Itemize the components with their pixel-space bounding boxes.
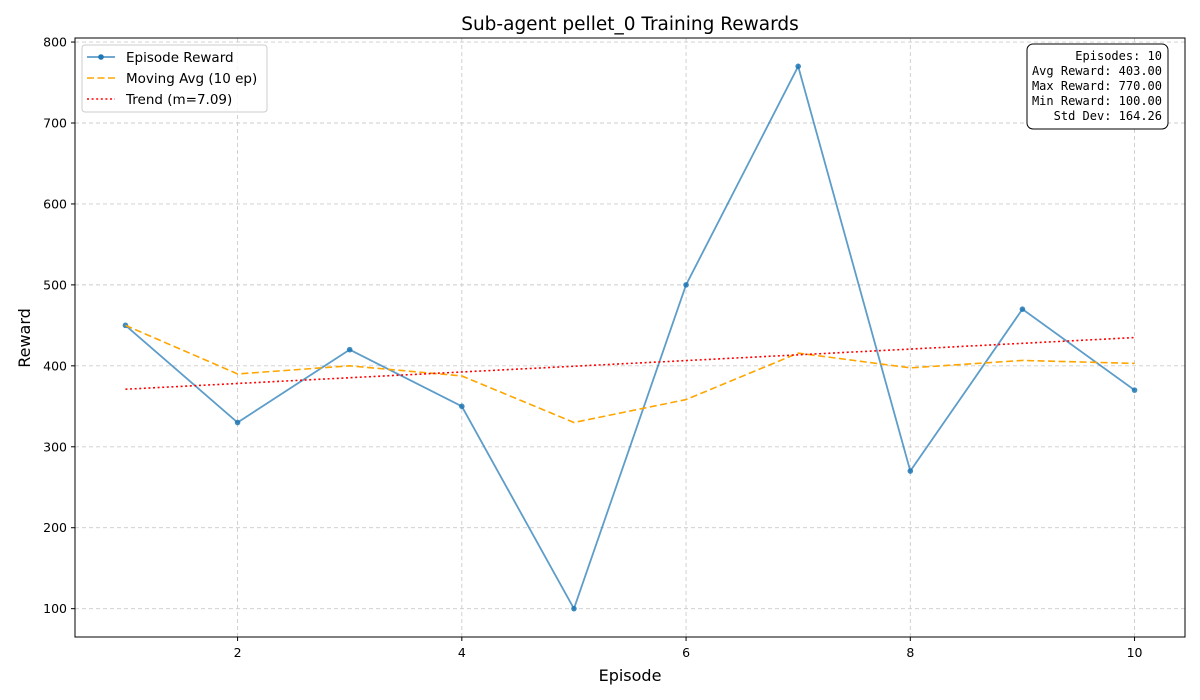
data-point (346, 346, 353, 353)
y-tick-label: 300 (43, 439, 67, 454)
legend-label: Moving Avg (10 ep) (126, 71, 257, 87)
x-tick-label: 8 (906, 645, 914, 660)
plot-frame (74, 37, 1186, 638)
data-point (907, 468, 914, 474)
x-tick-label: 4 (458, 645, 466, 660)
data-point (571, 605, 577, 612)
stats-frame (1026, 43, 1169, 130)
data-point (683, 282, 689, 288)
y-axis-title: Reward (15, 308, 34, 368)
x-axis-title: Episode (599, 666, 662, 685)
series-line-1 (125, 324, 1135, 424)
series-layer (122, 63, 1138, 612)
legend-marker (98, 54, 104, 60)
series-line-2 (125, 336, 1135, 391)
y-tick-label: 600 (43, 196, 67, 211)
stats-line: Episodes: 10 (1075, 49, 1162, 63)
grid-layer (75, 38, 1185, 637)
x-tick-label: 6 (682, 645, 690, 660)
data-point (795, 63, 801, 70)
legend-label: Trend (m=7.09) (125, 92, 232, 108)
y-tick-label: 500 (43, 277, 67, 292)
chart-title: Sub-agent pellet_0 Training Rewards (461, 14, 799, 35)
series-line-0 (124, 63, 1136, 611)
legend-label: Episode Reward (126, 50, 234, 66)
y-tick-label: 800 (43, 35, 67, 50)
data-point (459, 403, 465, 410)
y-tick-label: 100 (43, 601, 67, 616)
y-tick-label: 700 (43, 115, 67, 130)
stats-line: Avg Reward: 403.00 (1032, 64, 1162, 78)
stats-line: Max Reward: 770.00 (1032, 79, 1162, 93)
x-tick-label: 10 (1127, 645, 1143, 660)
y-tick-label: 200 (43, 520, 67, 535)
data-point (234, 419, 241, 426)
data-point (1019, 306, 1026, 312)
ticks-layer: 2 4 6 8 10 100 200 300 400 500 600 700 800 (43, 35, 1142, 660)
x-tick-label: 2 (234, 645, 242, 660)
y-tick-label: 400 (43, 358, 67, 373)
stats-line: Min Reward: 100.00 (1032, 94, 1162, 108)
data-point (1131, 387, 1138, 393)
legend: Episode Reward Moving Avg (10 ep) Trend (m… (81, 44, 268, 113)
legend-frame (81, 44, 268, 113)
stats-line: Std Dev: 164.26 (1054, 109, 1162, 123)
